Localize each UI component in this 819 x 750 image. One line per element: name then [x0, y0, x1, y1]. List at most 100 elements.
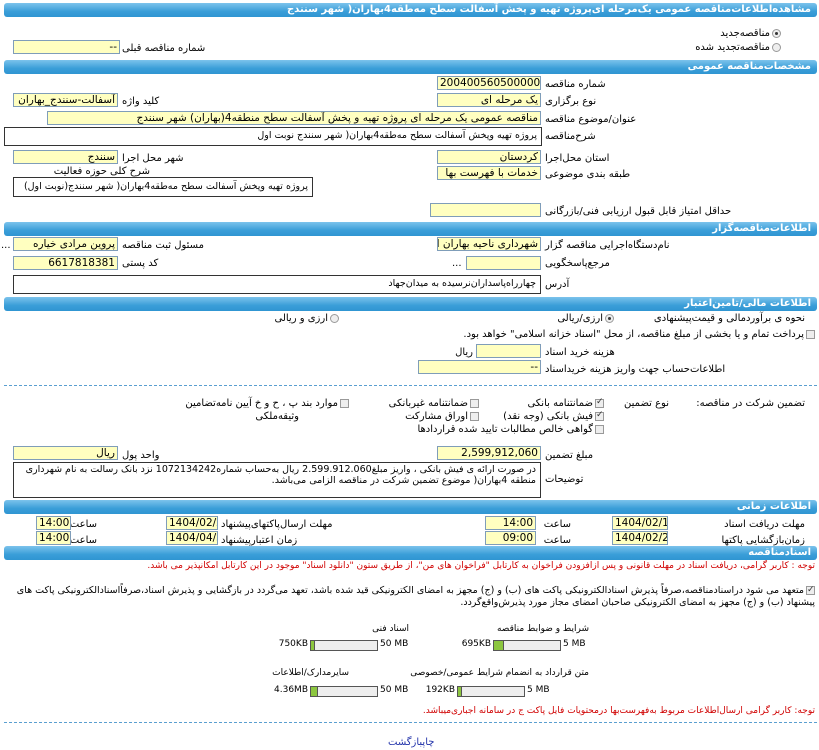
checkbox-certificate[interactable]: گواهی خالص مطالبات تایید شده قراردادها: [417, 424, 604, 435]
subject-field[interactable]: مناقصه عمومی یک مرحله ای پروژه تهیه و پخ…: [47, 111, 541, 125]
validity-time[interactable]: 14:00: [36, 531, 71, 545]
label: ارزی و ریالی: [274, 313, 329, 324]
min-score-field[interactable]: [430, 203, 541, 217]
opening-time[interactable]: 09:00: [485, 531, 536, 545]
file-label: شرایط و ضوابط مناقصه: [496, 624, 589, 634]
radio-renewed-tender[interactable]: مناقصه‌تجدید شده: [695, 42, 781, 53]
file-size: 750KB: [278, 639, 308, 649]
label: نحوه ی برآوردمالی و قیمت‌پیشنهادی: [653, 313, 805, 324]
treasury-checkbox[interactable]: پرداخت تمام و یا بخشی از مبلغ مناقصه، از…: [463, 329, 815, 340]
label: نوع برگزاری: [545, 96, 597, 107]
radio-icon[interactable]: [605, 313, 614, 323]
checkbox-bonds[interactable]: اوراق مشارکت: [405, 411, 479, 422]
account-field[interactable]: --: [418, 360, 541, 374]
label: حداقل امتیاز قابل قبول ارزیابی فنی/بازرگ…: [545, 206, 732, 217]
keyword-field[interactable]: آسفالت-سنندج_بهاران: [13, 93, 118, 107]
currency-field[interactable]: ریال: [13, 446, 118, 460]
file-max-size: 50 MB: [380, 639, 409, 649]
section-docs: اسنادمناقصه: [4, 546, 817, 560]
radio-icon[interactable]: [772, 28, 781, 38]
file-size-progress-bar: [310, 640, 378, 651]
label: مهلت دریافت اسناد: [724, 519, 805, 530]
label: نوع تضمین: [624, 398, 669, 409]
checkbox-icon[interactable]: [806, 329, 815, 339]
notes-box: در صورت ارائه ی فیش بانکی ، واریز مبلغ2.…: [13, 462, 541, 498]
radio-currency-and-rial[interactable]: ارزی و ریالی: [274, 313, 339, 324]
radio-icon[interactable]: [330, 313, 339, 323]
checkbox-icon[interactable]: [595, 410, 604, 421]
guarantee-amount-field[interactable]: 2,599,912,060: [437, 446, 541, 460]
label: مبلغ تضمین: [545, 450, 594, 461]
section-finance: اطلاعات مالی/تامین‌اعتبار: [4, 297, 817, 311]
activity-box: پروژه تهیه وپخش آسفالت سطح مه‌طقه4بهاران…: [13, 177, 313, 197]
checkbox-icon[interactable]: [470, 398, 479, 408]
label: واحد پول: [122, 450, 160, 461]
back-link[interactable]: بازگشت: [388, 737, 423, 748]
commit-checkbox[interactable]: متعهد می شود دراسنادمناقصه،صرفاً پذیرش ا…: [4, 584, 815, 609]
label: شهر محل اجرا: [122, 153, 184, 164]
send-deadline-date[interactable]: 1404/02/23: [166, 516, 218, 530]
label: شماره مناقصه: [545, 79, 606, 90]
file-size-progress-bar: [493, 640, 561, 651]
label: موارد بند پ ، ح و خ آیین نامه‌تضامین: [185, 398, 338, 409]
officer-field[interactable]: پروین مرادی خیاره: [13, 237, 118, 251]
checkbox-icon[interactable]: [595, 397, 604, 408]
checkbox-nonbank-guarantee[interactable]: ضمانتنامه غیربانکی: [389, 398, 479, 409]
doc-deadline-date[interactable]: 1404/02/13: [612, 516, 668, 530]
checkbox-icon[interactable]: [470, 411, 479, 421]
checkbox-bank-guarantee[interactable]: ضمانتنامه بانکی: [527, 397, 604, 409]
file-size: 4.36MB: [274, 685, 308, 695]
label: تضمین شرکت در مناقصه:: [696, 398, 805, 409]
label: نام‌دستگاه‌اجرایی مناقصه گزار: [545, 240, 670, 251]
reference-more-button[interactable]: ...: [452, 258, 462, 269]
radio-new-tender[interactable]: مناقصه‌جدید: [720, 28, 781, 39]
file-size: 192KB: [425, 685, 455, 695]
property-label: وثیقه‌ملکی: [255, 411, 299, 422]
checkbox-cash[interactable]: فیش بانکی (وجه نقد): [503, 410, 604, 422]
divider: [4, 722, 817, 723]
city-field[interactable]: سنندج: [13, 150, 118, 164]
category-field[interactable]: خدمات با فهرست بها: [437, 166, 541, 180]
radio-icon[interactable]: [772, 42, 781, 52]
holding-type-field[interactable]: یک مرحله ای: [437, 93, 541, 107]
doc-cost-field[interactable]: [476, 344, 541, 358]
description-box: پروژه تهیه وپخش آسفالت سطح مه‌طقه4بهاران…: [4, 127, 542, 146]
radio-currency-rial[interactable]: ارزی/ریالی: [557, 313, 614, 324]
label: شرح کلی حوزه فعالیت: [53, 166, 150, 177]
org-name-field[interactable]: شهرداری ناحیه بهاران استان: [437, 237, 541, 251]
print-link[interactable]: چاپ: [422, 737, 435, 748]
label: هزینه خرید اسناد: [545, 347, 615, 358]
file-max-size: 5 MB: [563, 639, 586, 649]
label: گواهی خالص مطالبات تایید شده قراردادها: [417, 424, 593, 435]
checkbox-items-guarantee[interactable]: موارد بند پ ، ح و خ آیین نامه‌تضامین: [185, 398, 349, 409]
tender-number-field[interactable]: 2004005605000002: [437, 76, 541, 90]
opening-date[interactable]: 1404/02/24: [612, 531, 668, 545]
file-max-size: 5 MB: [527, 685, 550, 695]
label: ساعت: [69, 519, 97, 530]
label: ساعت: [543, 519, 571, 530]
postal-code-field[interactable]: 6617818381: [13, 256, 118, 270]
address-box: چهارراه‌پاسداران‌نرسیده به میدان‌جهاد: [13, 275, 541, 294]
label: مرجع‌پاسخگویی: [545, 258, 610, 269]
section-org: اطلاعات‌مناقصه‌گزار: [4, 222, 817, 236]
label: زمان اعتبارپیشنهاد: [221, 535, 298, 546]
checkbox-icon[interactable]: [806, 584, 815, 596]
checkbox-icon[interactable]: [595, 424, 604, 434]
file-label: متن قرارداد به انضمام شرایط عمومی/خصوصی: [410, 668, 589, 678]
prev-number-field[interactable]: --: [13, 40, 120, 54]
label: کد پستی: [122, 258, 159, 269]
file-label: اسناد فنی: [372, 624, 409, 634]
divider: [4, 385, 817, 386]
label: مناقصه‌تجدید شده: [695, 42, 770, 53]
label: ساعت: [69, 535, 97, 546]
doc-deadline-time[interactable]: 14:00: [485, 516, 536, 530]
section-general: مشخصات‌مناقصه عمومی: [4, 60, 817, 74]
province-field[interactable]: کردستان: [437, 150, 541, 164]
validity-date[interactable]: 1404/04/31: [166, 531, 218, 545]
checkbox-icon[interactable]: [340, 398, 349, 408]
prev-number-label: شماره مناقصه قبلی: [122, 43, 206, 54]
reference-field[interactable]: [466, 256, 541, 270]
send-deadline-time[interactable]: 14:00: [36, 516, 71, 530]
label: اوراق مشارکت: [405, 411, 468, 422]
officer-more-button[interactable]: ...: [1, 240, 11, 251]
